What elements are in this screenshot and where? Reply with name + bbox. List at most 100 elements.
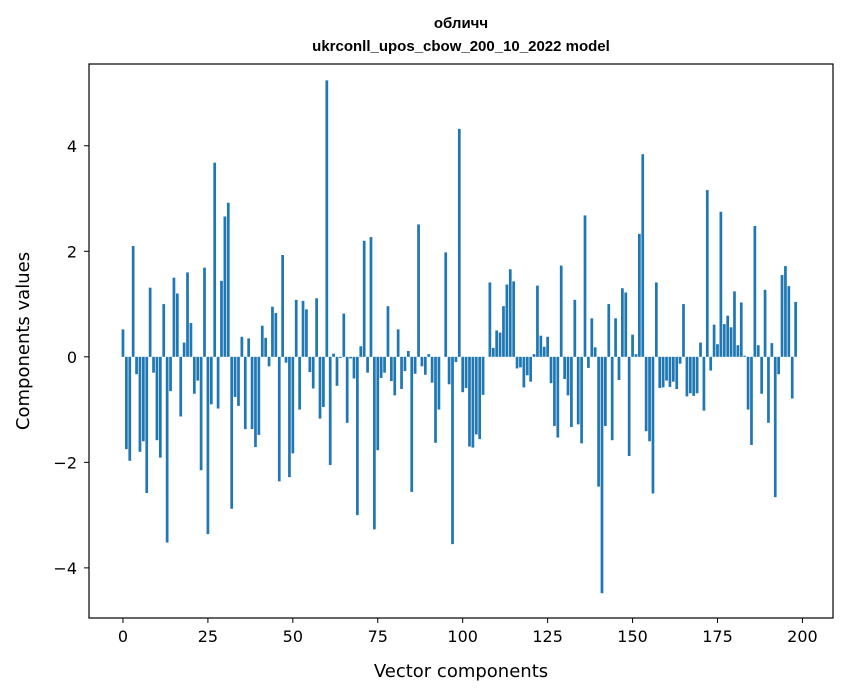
plot-area-frame (88, 63, 834, 619)
bar (722, 324, 726, 357)
y-tick-label: −4 (53, 559, 77, 578)
bar (587, 356, 590, 368)
bar (138, 356, 142, 452)
bar (658, 356, 662, 388)
bar (396, 329, 400, 357)
bar (223, 216, 227, 357)
bar (128, 356, 132, 461)
bar (634, 354, 638, 357)
bar (369, 237, 373, 357)
bar (199, 356, 203, 471)
bar (454, 356, 458, 363)
bar (172, 277, 176, 357)
bar (213, 162, 217, 357)
bar (532, 354, 536, 357)
bar (457, 128, 461, 357)
bar (488, 282, 492, 357)
bar (145, 356, 149, 493)
bar (733, 291, 736, 357)
bar (131, 246, 135, 357)
bar (294, 299, 298, 357)
bar (305, 309, 308, 357)
bar (668, 356, 672, 387)
bar (746, 356, 750, 410)
bar (186, 272, 189, 357)
bar (356, 356, 359, 516)
bar (417, 224, 420, 357)
bar (719, 211, 723, 357)
bar (777, 356, 780, 375)
bar (277, 356, 281, 482)
x-axis-ticks: 0 25 50 75 100 125 150 175 200 (118, 618, 818, 646)
bar (573, 299, 577, 357)
bar (617, 356, 621, 381)
bar (614, 318, 617, 357)
bar (519, 356, 522, 368)
bar (699, 342, 702, 357)
chart-title-line2: ukrconll_upos_cbow_200_10_2022 model (312, 38, 610, 55)
bar (631, 334, 634, 357)
bar (763, 289, 767, 357)
bar (491, 347, 495, 357)
x-tick-label: 175 (702, 627, 733, 646)
bar (542, 346, 546, 357)
bar (644, 356, 648, 432)
bar (736, 345, 740, 357)
bar (464, 356, 468, 388)
bar (260, 325, 264, 357)
bar (604, 356, 607, 426)
bar (478, 356, 482, 440)
bar (665, 356, 668, 381)
bar (549, 356, 553, 384)
bar (627, 356, 631, 457)
bar (410, 356, 414, 492)
bar (536, 285, 539, 357)
bar (390, 356, 393, 382)
bar (685, 356, 689, 397)
bar (264, 337, 268, 357)
bar (342, 313, 346, 357)
y-axis-ticks: −4 −2 0 2 4 (53, 137, 89, 578)
bar (155, 356, 159, 441)
bar (379, 356, 383, 378)
bar (593, 347, 597, 357)
bar (233, 356, 237, 397)
x-tick-label: 50 (283, 627, 303, 646)
bar (308, 356, 312, 373)
bar (576, 356, 580, 425)
bar (322, 356, 325, 407)
bar (284, 356, 288, 363)
bar (502, 306, 505, 357)
bar (641, 154, 645, 357)
bar (444, 252, 448, 357)
bar (328, 356, 332, 465)
bar (403, 356, 407, 372)
bar (597, 356, 600, 487)
bar (695, 356, 699, 394)
bar (515, 356, 519, 369)
bar (546, 336, 549, 357)
bar (179, 356, 183, 417)
bar (753, 225, 757, 357)
bar (437, 356, 441, 410)
y-tick-label: −2 (53, 453, 77, 472)
bar (220, 280, 223, 357)
bar (332, 353, 335, 357)
bar (400, 356, 403, 390)
chart-title-line1: обличч (434, 15, 488, 32)
bar (671, 356, 675, 382)
bar (661, 356, 665, 388)
bar (692, 356, 696, 396)
bar (648, 356, 651, 442)
bar (729, 327, 733, 357)
bar (447, 356, 451, 385)
x-tick-label: 25 (198, 627, 218, 646)
bar (590, 318, 594, 357)
bar (182, 342, 186, 357)
y-tick-label: 4 (67, 137, 77, 156)
bar (600, 356, 604, 594)
bar (580, 356, 583, 444)
bar (498, 332, 502, 357)
